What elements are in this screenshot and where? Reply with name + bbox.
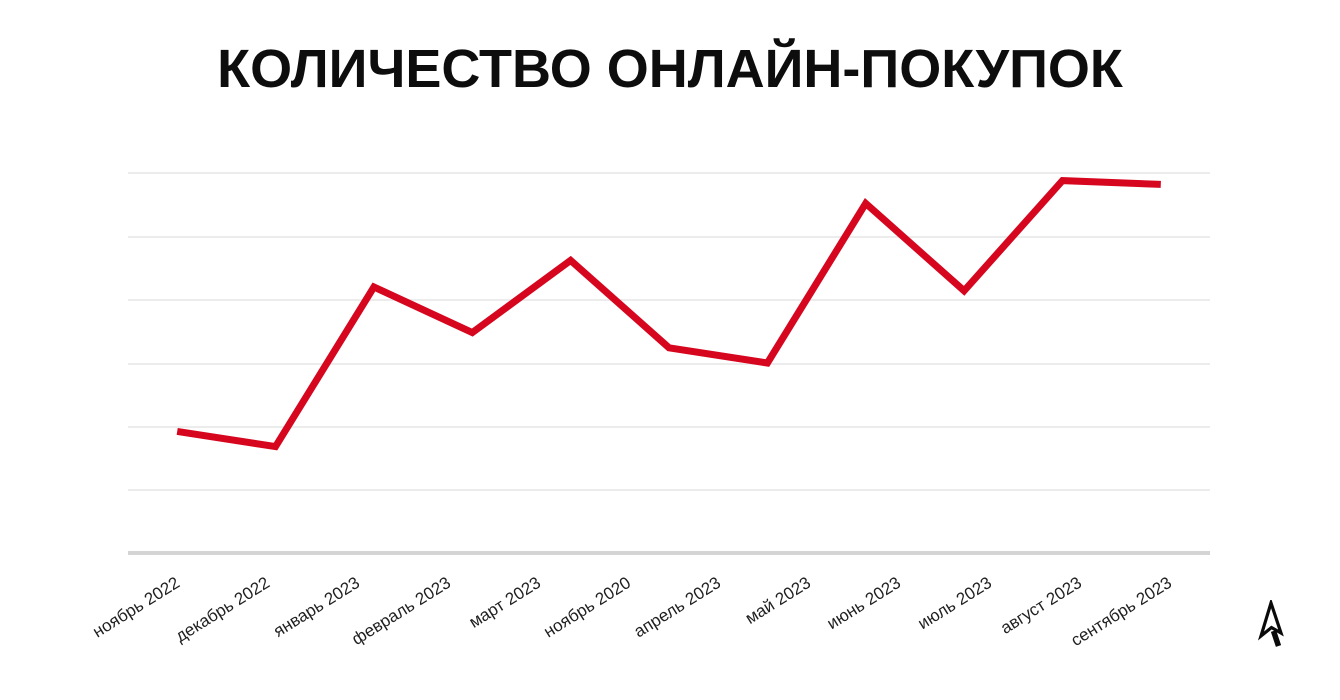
arrow-cursor-icon [1257, 600, 1284, 647]
chart-title: КОЛИЧЕСТВО ОНЛАЙН-ПОКУПОК [217, 39, 1123, 99]
